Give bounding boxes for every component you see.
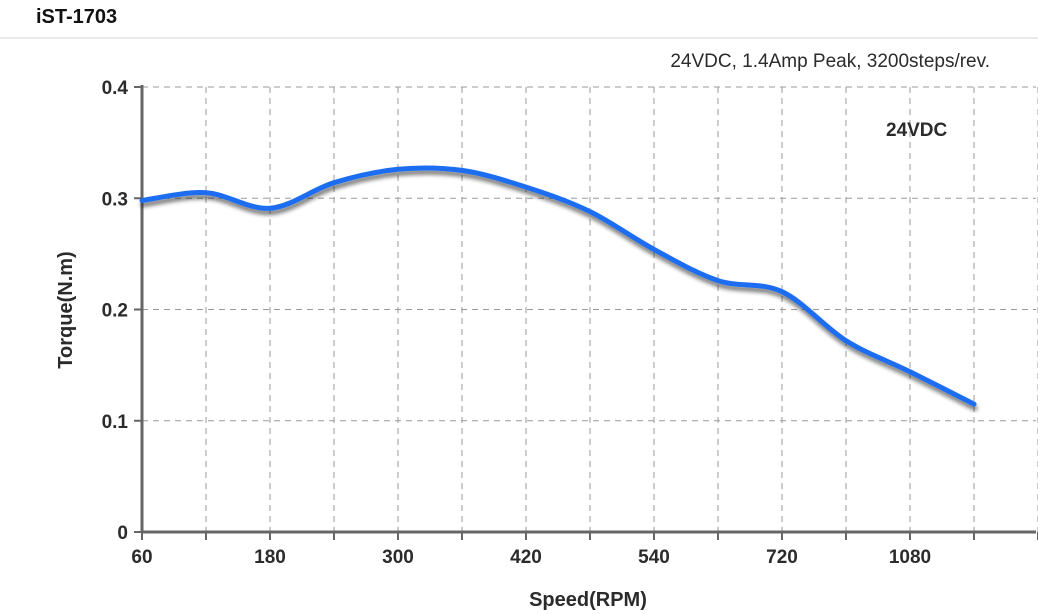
chart-subtitle: 24VDC, 1.4Amp Peak, 3200steps/rev. xyxy=(670,51,990,72)
data-point xyxy=(844,338,849,343)
x-tick-label: 420 xyxy=(510,547,542,568)
y-tick-label: 0.3 xyxy=(102,189,128,210)
data-point xyxy=(972,402,977,407)
data-point xyxy=(524,185,529,190)
legend: 24VDC xyxy=(841,120,948,141)
data-point xyxy=(140,198,145,203)
x-axis-title: Speed(RPM) xyxy=(529,589,647,611)
x-tick-label: 300 xyxy=(382,547,414,568)
series-line-24vdc xyxy=(139,165,977,407)
data-point xyxy=(460,168,465,173)
y-tick-label: 0.1 xyxy=(102,412,129,433)
x-tick-label: 540 xyxy=(638,547,670,568)
x-tick-label: 720 xyxy=(766,547,798,568)
y-axis-title: Torque(N.m) xyxy=(55,251,77,368)
legend-label-24vdc: 24VDC xyxy=(886,120,948,141)
y-tick-label: 0.2 xyxy=(102,301,128,322)
data-point xyxy=(908,369,913,374)
grid-lines xyxy=(142,86,1038,532)
data-point xyxy=(396,167,401,172)
data-point xyxy=(268,206,273,211)
tick-labels: 0 0.1 0.2 0.3 0.4 60 180 300 420 540 720 1080 xyxy=(102,78,932,568)
data-point xyxy=(716,278,721,283)
y-tick-label: 0 xyxy=(117,523,128,544)
data-point xyxy=(652,247,657,252)
x-tick-label: 180 xyxy=(254,547,286,568)
model-title: iST-1703 xyxy=(36,6,118,28)
axes xyxy=(134,85,1038,540)
x-tick-label: 1080 xyxy=(889,547,931,568)
data-point xyxy=(780,289,785,294)
data-point xyxy=(588,209,593,214)
x-tick-label: 60 xyxy=(131,547,152,568)
data-point xyxy=(204,190,209,195)
y-tick-label: 0.4 xyxy=(102,78,129,99)
title-divider xyxy=(0,37,1038,39)
series-layer xyxy=(139,165,977,407)
data-point xyxy=(332,180,337,185)
